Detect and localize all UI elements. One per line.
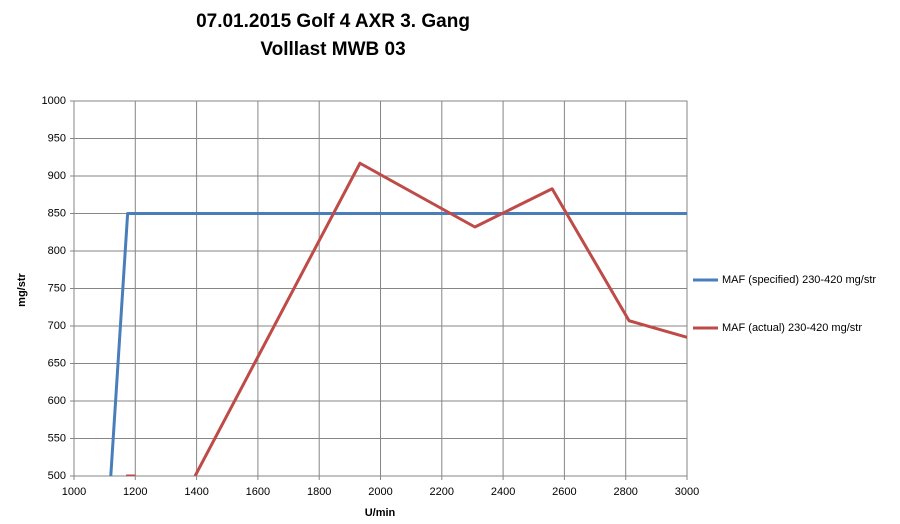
x-tick-label: 2200 [430,486,454,498]
y-tick-label: 600 [48,395,66,407]
y-tick-label: 550 [48,432,66,444]
y-tick-label: 500 [48,470,66,482]
legend-label: MAF (specified) 230-420 mg/str [722,274,876,286]
y-tick-label: 700 [48,320,66,332]
series-line [109,212,687,476]
x-tick-label: 1200 [123,486,147,498]
y-tick-label: 800 [48,245,66,257]
y-tick-label: 950 [48,132,66,144]
y-axis-title: mg/str [16,272,28,306]
x-tick-label: 2600 [552,486,576,498]
y-tick-label: 900 [48,170,66,182]
x-tick-label: 3000 [675,486,699,498]
chart-title: 07.01.2015 Golf 4 AXR 3. Gang [196,11,470,32]
x-tick-label: 1800 [307,486,331,498]
y-tick-label: 650 [48,357,66,369]
x-tick-label: 2800 [613,486,637,498]
series-line [126,161,687,476]
x-tick-label: 1400 [184,486,208,498]
x-tick-label: 2400 [491,486,515,498]
x-axis-title: U/min [365,507,396,519]
plot-area [109,161,687,476]
chart-title: Volllast MWB 03 [260,39,405,60]
y-tick-label: 850 [48,207,66,219]
y-tick-label: 750 [48,282,66,294]
plot-border [73,100,688,477]
x-tick-label: 2000 [368,486,392,498]
legend-label: MAF (actual) 230-420 mg/str [722,322,862,334]
y-tick-label: 1000 [42,95,66,107]
x-tick-label: 1000 [62,486,86,498]
x-tick-label: 1600 [246,486,270,498]
